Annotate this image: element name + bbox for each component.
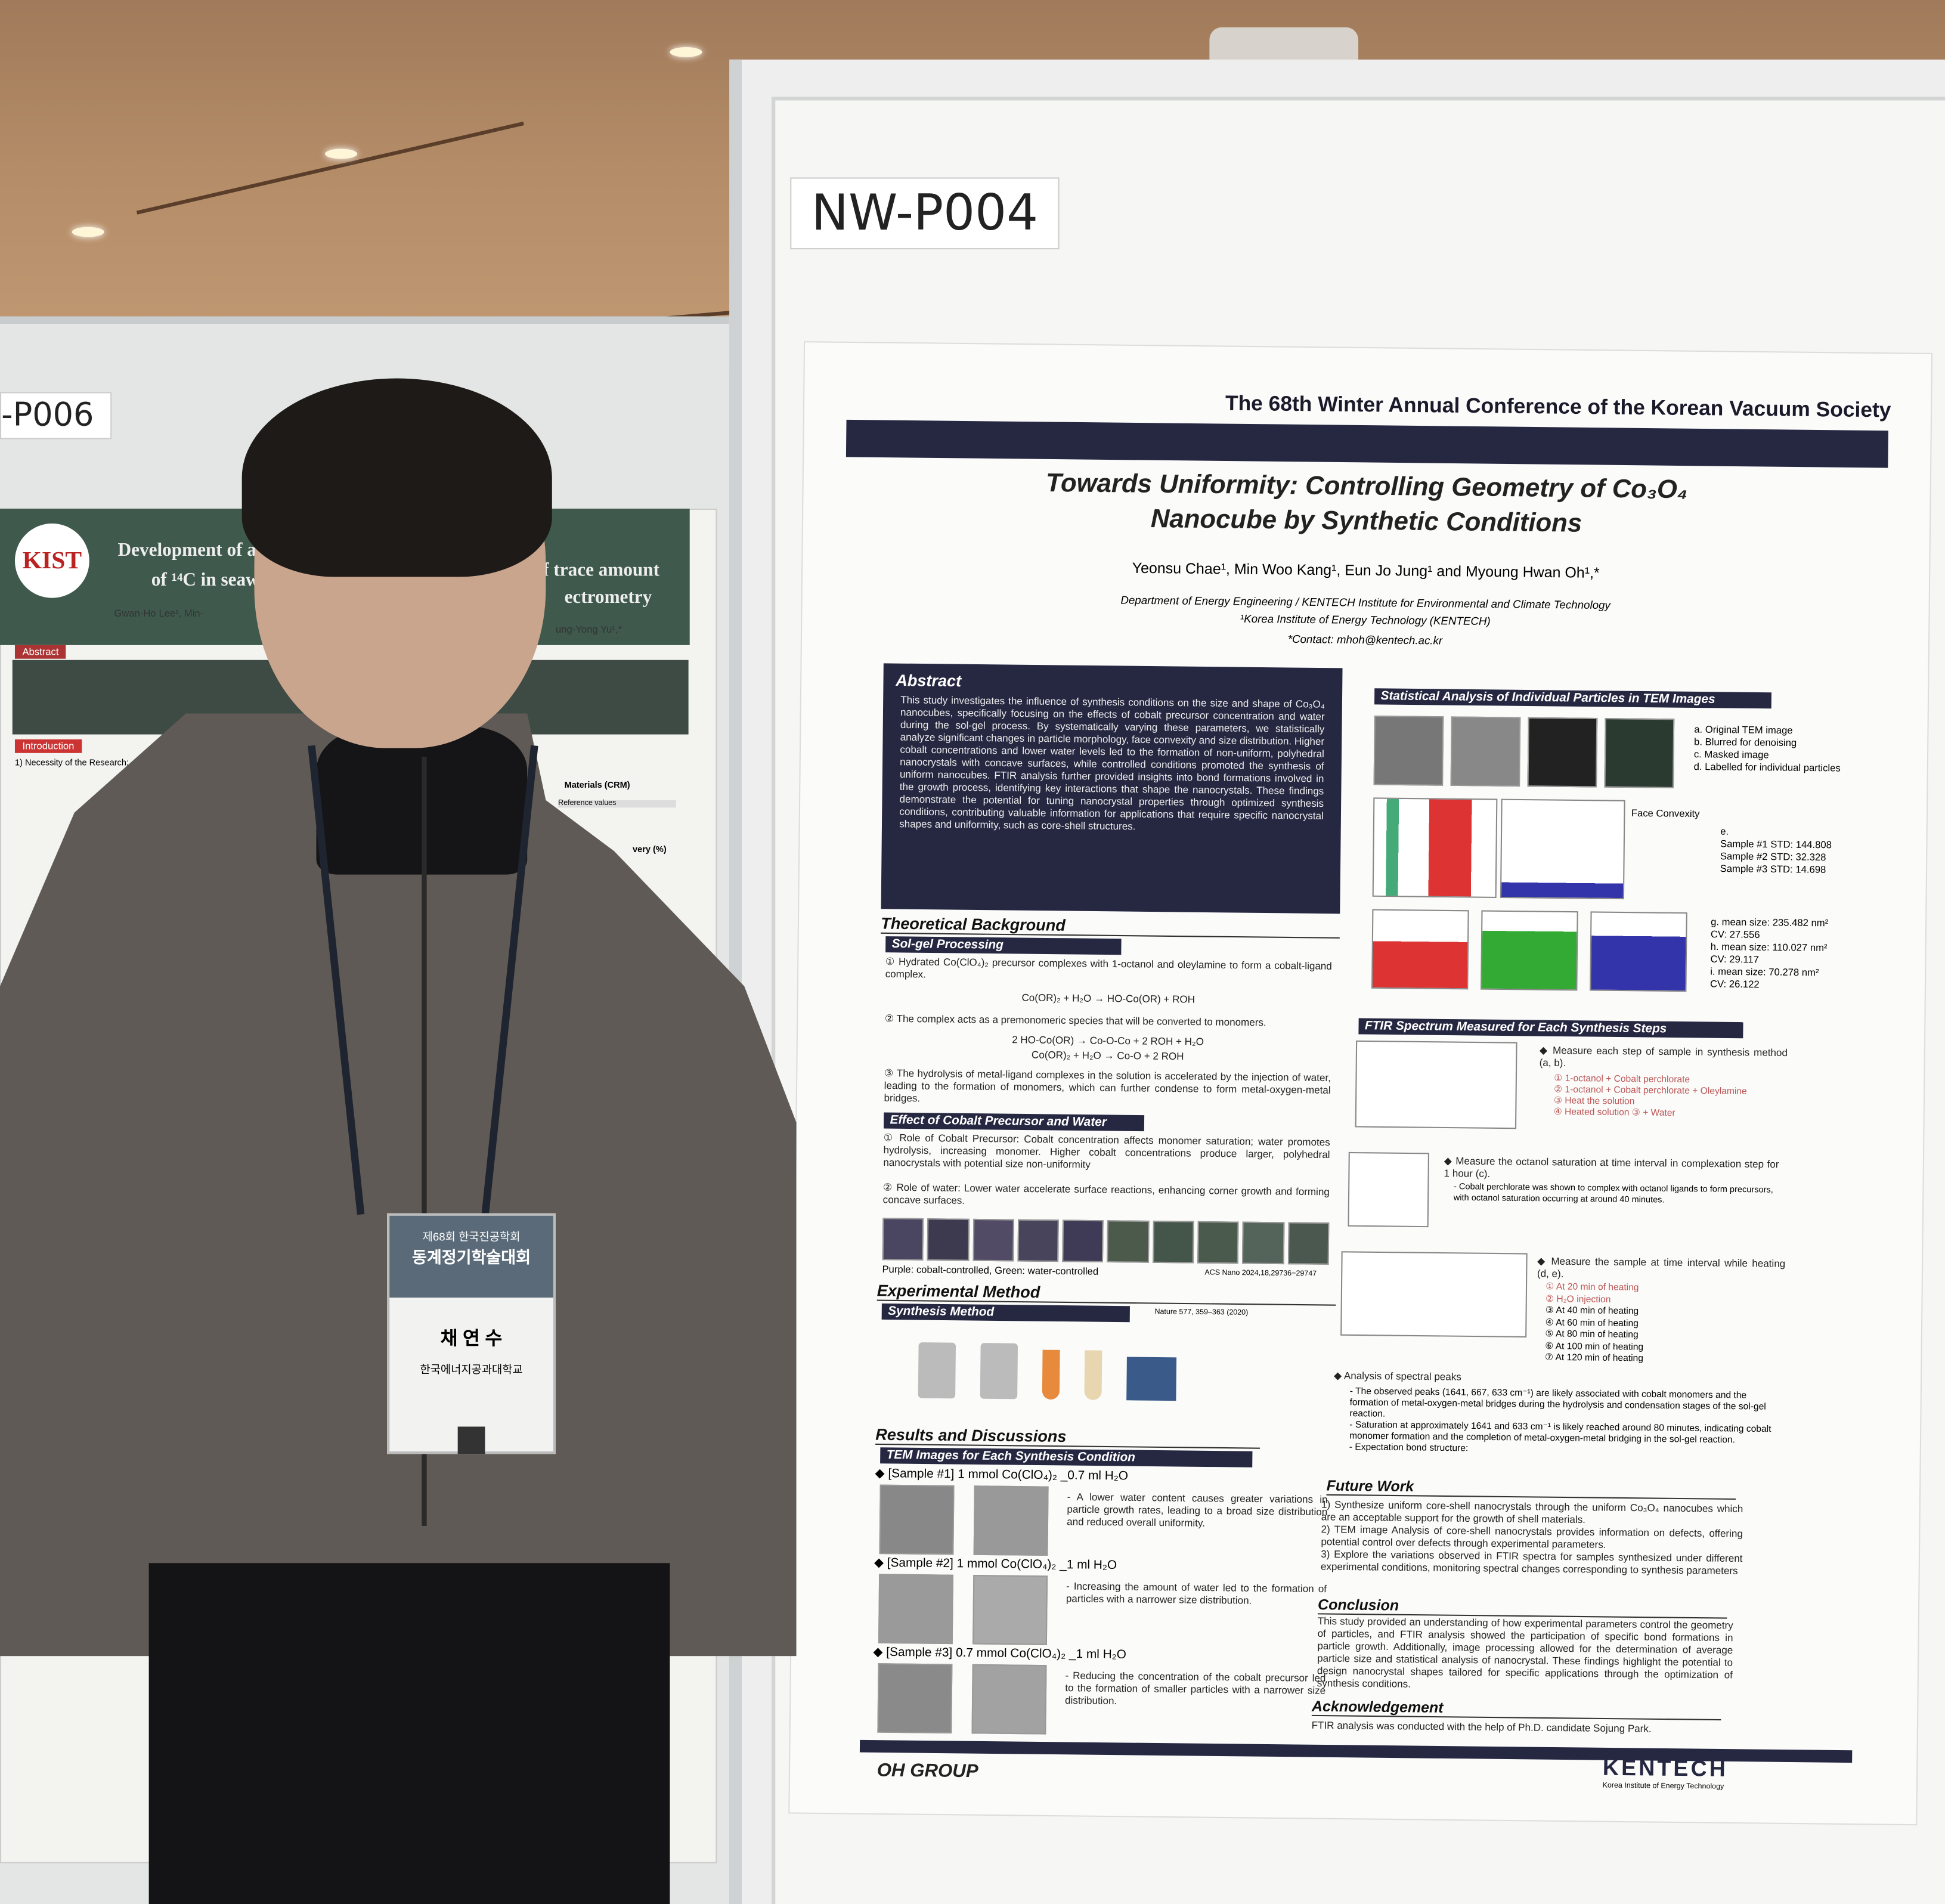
equation: 2 HO-Co(OR) → Co-O-Co + 2 ROH + H₂O — [1012, 1034, 1204, 1048]
reference: ACS Nano 2024,18,29736−29747 — [1204, 1270, 1317, 1278]
body-text: ② Role of water: Lower water accelerate … — [882, 1182, 1330, 1206]
section-heading: Future Work — [1326, 1476, 1736, 1500]
section-heading: Experimental Method — [877, 1281, 1336, 1306]
kentech-logo: KENTECH — [1602, 1755, 1729, 1782]
left-text: 1) Necessity of the Research: — [14, 759, 129, 768]
person-hair — [241, 378, 552, 577]
acknowledgement-text: FTIR analysis was conducted with the hel… — [1311, 1720, 1652, 1735]
left-poster-authors: ung-Yong Yu¹,* — [556, 624, 622, 636]
body-text: ③ The hydrolysis of metal-ligand complex… — [884, 1067, 1331, 1104]
sample-item: ◆ [Sample #2] 1 mmol Co(ClO₄)₂ _1 ml H₂O… — [874, 1556, 1333, 1651]
subsection-heading: Synthesis Method — [881, 1303, 1130, 1323]
abstract-box: Abstract This study investigates the inf… — [881, 663, 1343, 914]
left-poster-authors: Gwan-Ho Lee¹, Min- — [114, 608, 204, 620]
subsection-heading: Sol-gel Processing — [885, 936, 1122, 955]
ftir-step-list: ① 1-octanol + Cobalt perchlorate ② 1-octa… — [1553, 1072, 1747, 1119]
ftir-chart-ab — [1355, 1040, 1517, 1129]
left-poster-title: Development of a — [117, 541, 256, 561]
sample-label: ◆ [Sample #1] 1 mmol Co(ClO₄)₂ _0.7 ml H… — [875, 1467, 1129, 1484]
analysis-list: - The observed peaks (1641, 667, 633 cm⁻… — [1349, 1385, 1771, 1454]
oh-group-logo: OH GROUP — [877, 1760, 978, 1782]
header-bar — [845, 419, 1888, 468]
subsection-heading: FTIR Spectrum Measured for Each Synthesi… — [1358, 1018, 1743, 1039]
subsection-heading: Effect of Cobalt Precursor and Water — [883, 1112, 1145, 1132]
section-heading: Acknowledgement — [1311, 1697, 1721, 1721]
tem-processing-images — [1373, 716, 1675, 788]
body-text: - Cobalt perchlorate was shown to comple… — [1453, 1182, 1773, 1205]
area-histogram — [1372, 797, 1498, 898]
synthesis-diagram — [918, 1324, 1291, 1402]
left-text: Materials (CRM) — [564, 781, 630, 791]
badge-header: 제68회 한국진공학회 동계정기학술대회 — [389, 1215, 553, 1298]
subsection-heading: TEM Images for Each Synthesis Condition — [880, 1447, 1253, 1468]
kentech-subtitle: Korea Institute of Energy Technology — [1602, 1782, 1724, 1791]
section-heading: Results and Discussions — [875, 1425, 1260, 1449]
name-badge: 제68회 한국진공학회 동계정기학술대회 채 연 수 한국에너지공과대학교 — [387, 1213, 556, 1454]
equation: Co(OR)₂ + H₂O → Co-O + 2 ROH — [1031, 1049, 1184, 1063]
poster-authors: Yeonsu Chae¹, Min Woo Kang¹, Eun Jo Jung… — [1132, 559, 1600, 582]
body-text: ◆ Measure each step of sample in synthes… — [1539, 1045, 1788, 1069]
ceiling-light — [670, 47, 702, 57]
size-histograms — [1371, 909, 1687, 992]
tem-image-strip — [882, 1218, 1330, 1265]
section-heading: Conclusion — [1317, 1596, 1727, 1619]
zipper — [422, 757, 427, 1526]
ceiling-light — [72, 227, 104, 237]
left-text: very (%) — [633, 846, 667, 855]
conference-name: The 68th Winter Annual Conference of the… — [1225, 391, 1891, 422]
left-intro-label: Introduction — [14, 739, 82, 753]
badge-name: 채 연 수 — [440, 1329, 503, 1350]
body-text: ◆ Measure the sample at time interval wh… — [1537, 1255, 1786, 1280]
abstract-text: This study investigates the influence of… — [899, 694, 1325, 832]
equation: Co(OR)₂ + H₂O → HO-Co(OR) + ROH — [1021, 992, 1196, 1005]
left-poster-title: of trace amount — [533, 561, 660, 581]
ftir-chart-de — [1340, 1251, 1528, 1338]
left-abstract-label: Abstract — [14, 645, 66, 659]
left-poster-title: of ¹⁴C in seaw — [151, 570, 259, 591]
sample-item: ◆ [Sample #1] 1 mmol Co(ClO₄)₂ _0.7 ml H… — [874, 1467, 1334, 1561]
stats-legend: a. Original TEM image b. Blurred for deno… — [1693, 723, 1841, 774]
badge-organization: 한국에너지공과대학교 — [420, 1363, 523, 1376]
std-values: e. Sample #1 STD: 144.808 Sample #2 STD: 3… — [1720, 826, 1832, 876]
sample-text: - Increasing the amount of water led to … — [1066, 1580, 1327, 1606]
kist-logo: KIST — [14, 523, 89, 598]
sample-list: ◆ [Sample #1] 1 mmol Co(ClO₄)₂ _0.7 ml H… — [872, 1467, 1334, 1739]
qr-code — [457, 1426, 485, 1454]
left-table: Reference values — [558, 800, 676, 808]
heating-step-list: ① At 20 min of heating ② H₂O injection ③ A… — [1544, 1280, 1644, 1364]
poster-title: Nanocube by Synthetic Conditions — [1150, 504, 1582, 538]
left-poster-title: ectrometry — [564, 588, 652, 608]
board-number-label: NW-P004 — [790, 177, 1060, 250]
subsection-heading: Statistical Analysis of Individual Parti… — [1374, 688, 1771, 709]
sample-item: ◆ [Sample #3] 0.7 mmol Co(ClO₄)₂ _1 ml H… — [872, 1646, 1332, 1740]
body-text: ◆ Measure the octanol saturation at time… — [1444, 1155, 1779, 1180]
section-heading: Theoretical Background — [881, 914, 1340, 939]
face-convexity-label: Face Convexity — [1631, 807, 1700, 820]
convexity-histogram — [1500, 798, 1625, 900]
sample-text: - A lower water content causes greater v… — [1067, 1491, 1328, 1529]
conclusion-text: This study provided an understanding of … — [1317, 1615, 1733, 1690]
reference: Nature 577, 359–363 (2020) — [1154, 1308, 1249, 1317]
ftir-chart-c — [1348, 1151, 1429, 1228]
contact-email: *Contact: mhoh@kentech.ac.kr — [1287, 633, 1443, 647]
research-poster: The 68th Winter Annual Conference of the… — [788, 341, 1933, 1826]
sample-text: - Reducing the concentration of the coba… — [1065, 1670, 1326, 1707]
ceiling-light — [325, 148, 358, 159]
board-number-label: -P006 — [0, 392, 112, 439]
figure-caption: Purple: cobalt-controlled, Green: water-… — [882, 1264, 1099, 1277]
body-text: ① Hydrated Co(ClO₄)₂ precursor complexes… — [885, 956, 1332, 980]
body-text: ◆ Analysis of spectral peaks — [1333, 1370, 1461, 1383]
poster-title: Towards Uniformity: Controlling Geometry… — [1045, 469, 1688, 504]
body-text: ① Role of Cobalt Precursor: Cobalt conce… — [883, 1132, 1330, 1171]
future-work-list: 1) Synthesize uniform core-shell nanocry… — [1320, 1499, 1743, 1577]
body-text: ② The complex acts as a premonomeric spe… — [884, 1013, 1266, 1029]
person-pants — [148, 1563, 670, 1904]
mean-size-values: g. mean size: 235.482 nm² CV: 27.556 h. me… — [1709, 916, 1829, 990]
